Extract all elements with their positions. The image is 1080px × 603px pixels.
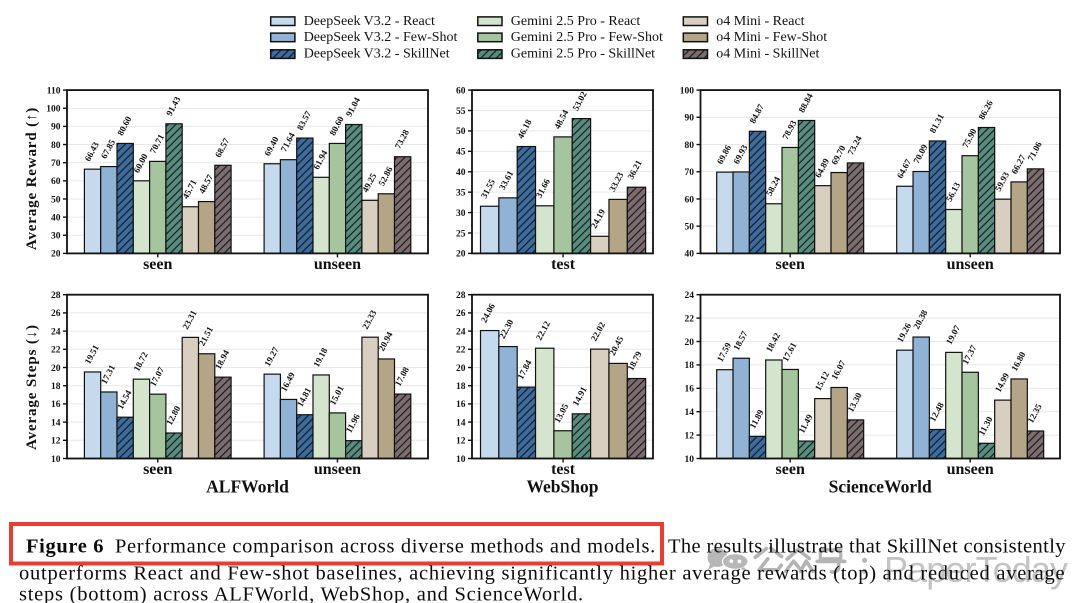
svg-text:20: 20 bbox=[456, 250, 466, 260]
svg-text:18: 18 bbox=[51, 382, 61, 392]
svg-text:Average Steps (↓): Average Steps (↓) bbox=[24, 324, 40, 450]
svg-text:ALFWorld: ALFWorld bbox=[206, 477, 289, 497]
svg-text:100: 100 bbox=[46, 105, 61, 115]
svg-text:14: 14 bbox=[51, 418, 61, 428]
svg-text:12: 12 bbox=[51, 437, 61, 447]
svg-text:110: 110 bbox=[47, 86, 61, 96]
svg-text:unseen: unseen bbox=[314, 461, 361, 478]
svg-text:outperforms React and Few-shot: outperforms React and Few-shot baselines… bbox=[19, 562, 1065, 584]
svg-text:20: 20 bbox=[51, 364, 61, 374]
svg-text:test: test bbox=[551, 256, 576, 273]
svg-text:16: 16 bbox=[51, 400, 61, 410]
svg-text:20: 20 bbox=[51, 250, 61, 260]
svg-text:80: 80 bbox=[685, 141, 695, 151]
svg-text:Average Reward (↑): Average Reward (↑) bbox=[24, 107, 40, 250]
svg-text:20: 20 bbox=[456, 364, 466, 374]
svg-text:seen: seen bbox=[776, 461, 805, 478]
svg-text:45: 45 bbox=[456, 148, 466, 158]
svg-text:o4 Mini - React: o4 Mini - React bbox=[716, 14, 804, 29]
svg-text:unseen: unseen bbox=[947, 461, 994, 478]
svg-text:24: 24 bbox=[51, 327, 61, 337]
svg-text:16: 16 bbox=[685, 385, 695, 395]
svg-text:steps (bottom) across ALFWorld: steps (bottom) across ALFWorld, WebShop,… bbox=[19, 583, 584, 603]
svg-text:60: 60 bbox=[51, 177, 61, 187]
svg-text:unseen: unseen bbox=[314, 256, 361, 273]
svg-text:Figure 6 Performance compariso: Figure 6 Performance comparison across d… bbox=[26, 535, 656, 557]
svg-text:70: 70 bbox=[51, 159, 61, 169]
svg-text:10: 10 bbox=[456, 455, 466, 465]
svg-text:28: 28 bbox=[51, 291, 61, 301]
svg-text:14: 14 bbox=[685, 408, 695, 418]
svg-text:26: 26 bbox=[51, 309, 61, 319]
svg-text:25: 25 bbox=[456, 229, 466, 239]
svg-text:30: 30 bbox=[51, 232, 61, 242]
svg-text:80: 80 bbox=[51, 141, 61, 151]
svg-text:The results illustrate that Sk: The results illustrate that SkillNet con… bbox=[668, 535, 1066, 557]
svg-text:WebShop: WebShop bbox=[527, 477, 599, 497]
svg-text:100: 100 bbox=[680, 86, 695, 96]
svg-text:unseen: unseen bbox=[947, 256, 994, 273]
svg-text:55: 55 bbox=[456, 107, 466, 117]
svg-text:seen: seen bbox=[143, 461, 172, 478]
svg-text:Gemini 2.5 Pro - React: Gemini 2.5 Pro - React bbox=[511, 14, 641, 29]
svg-text:18: 18 bbox=[685, 361, 695, 371]
svg-text:ScienceWorld: ScienceWorld bbox=[829, 477, 932, 497]
svg-text:50: 50 bbox=[685, 222, 695, 232]
svg-text:20: 20 bbox=[685, 338, 695, 348]
svg-text:test: test bbox=[551, 461, 576, 478]
svg-text:o4 Mini - SkillNet: o4 Mini - SkillNet bbox=[716, 47, 819, 62]
svg-text:o4 Mini - Few-Shot: o4 Mini - Few-Shot bbox=[716, 30, 827, 45]
svg-text:30: 30 bbox=[456, 209, 466, 219]
svg-text:18: 18 bbox=[456, 382, 466, 392]
svg-text:60: 60 bbox=[685, 195, 695, 205]
svg-text:24: 24 bbox=[456, 327, 466, 337]
svg-text:50: 50 bbox=[456, 127, 466, 137]
svg-text:DeepSeek V3.2 - React: DeepSeek V3.2 - React bbox=[304, 14, 435, 29]
svg-text:12: 12 bbox=[685, 431, 695, 441]
svg-text:40: 40 bbox=[456, 168, 466, 178]
svg-text:50: 50 bbox=[51, 195, 61, 205]
svg-text:Gemini 2.5 Pro - Few-Shot: Gemini 2.5 Pro - Few-Shot bbox=[511, 30, 663, 45]
svg-text:35: 35 bbox=[456, 188, 466, 198]
svg-text:22: 22 bbox=[685, 314, 695, 324]
svg-text:22: 22 bbox=[51, 346, 61, 356]
svg-text:24: 24 bbox=[685, 291, 695, 301]
svg-text:40: 40 bbox=[685, 250, 695, 260]
svg-text:seen: seen bbox=[143, 256, 172, 273]
svg-text:PaperToday: PaperToday bbox=[884, 549, 1068, 590]
svg-text:70: 70 bbox=[685, 168, 695, 178]
svg-text:28: 28 bbox=[456, 291, 466, 301]
svg-text:16: 16 bbox=[456, 400, 466, 410]
svg-text:60: 60 bbox=[456, 86, 466, 96]
svg-text:seen: seen bbox=[776, 256, 805, 273]
svg-text:12: 12 bbox=[456, 437, 466, 447]
svg-text:10: 10 bbox=[685, 455, 695, 465]
svg-text:22: 22 bbox=[456, 346, 466, 356]
svg-text:14: 14 bbox=[456, 418, 466, 428]
svg-text:26: 26 bbox=[456, 309, 466, 319]
svg-text:Gemini 2.5 Pro - SkillNet: Gemini 2.5 Pro - SkillNet bbox=[511, 47, 655, 62]
svg-text:40: 40 bbox=[51, 213, 61, 223]
svg-text:90: 90 bbox=[685, 114, 695, 124]
svg-text:DeepSeek V3.2 - SkillNet: DeepSeek V3.2 - SkillNet bbox=[304, 47, 450, 62]
svg-text:10: 10 bbox=[51, 455, 61, 465]
svg-text:90: 90 bbox=[51, 123, 61, 133]
svg-text:DeepSeek V3.2 - Few-Shot: DeepSeek V3.2 - Few-Shot bbox=[304, 30, 458, 45]
